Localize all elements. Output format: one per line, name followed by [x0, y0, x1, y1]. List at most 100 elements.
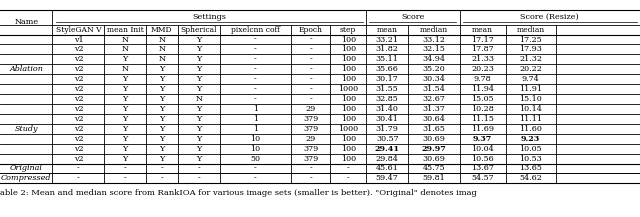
Text: StyleGAN V: StyleGAN V — [56, 26, 101, 34]
Text: v2: v2 — [74, 85, 83, 93]
Text: v2: v2 — [74, 45, 83, 53]
Text: 54.62: 54.62 — [519, 174, 542, 182]
Text: Y: Y — [196, 36, 202, 44]
Text: 21.32: 21.32 — [519, 55, 542, 63]
Text: 1000: 1000 — [338, 85, 358, 93]
Text: v2: v2 — [74, 115, 83, 123]
Text: 100: 100 — [340, 55, 356, 63]
Text: Y: Y — [196, 45, 202, 53]
Text: v2: v2 — [74, 75, 83, 83]
Text: 54.57: 54.57 — [471, 174, 494, 182]
Text: Y: Y — [122, 115, 128, 123]
Text: 32.85: 32.85 — [376, 95, 399, 103]
Text: Score: Score — [401, 13, 424, 21]
Text: median: median — [420, 26, 448, 34]
Text: 9.74: 9.74 — [522, 75, 540, 83]
Text: 100: 100 — [340, 155, 356, 163]
Text: 30.41: 30.41 — [376, 115, 399, 123]
Text: Epoch: Epoch — [299, 26, 323, 34]
Text: 10.05: 10.05 — [519, 145, 542, 153]
Text: -: - — [309, 75, 312, 83]
Text: Ablation: Ablation — [10, 65, 43, 73]
Text: Y: Y — [122, 85, 128, 93]
Text: -: - — [254, 85, 257, 93]
Text: -: - — [309, 95, 312, 103]
Text: -: - — [309, 65, 312, 73]
Text: 31.54: 31.54 — [422, 85, 445, 93]
Text: 11.94: 11.94 — [471, 85, 494, 93]
Text: Y: Y — [196, 135, 202, 143]
Text: Y: Y — [196, 75, 202, 83]
Text: MMD: MMD — [151, 26, 173, 34]
Text: Y: Y — [122, 155, 128, 163]
Text: 11.91: 11.91 — [519, 85, 542, 93]
Text: 29.97: 29.97 — [422, 145, 446, 153]
Text: 9.23: 9.23 — [521, 135, 540, 143]
Text: Y: Y — [122, 55, 128, 63]
Text: Compressed: Compressed — [1, 174, 51, 182]
Text: 30.57: 30.57 — [376, 135, 399, 143]
Text: 15.10: 15.10 — [519, 95, 542, 103]
Text: 10.53: 10.53 — [519, 155, 542, 163]
Text: -: - — [161, 164, 163, 173]
Text: 10.14: 10.14 — [519, 105, 542, 113]
Text: median: median — [516, 26, 545, 34]
Text: 10: 10 — [250, 135, 260, 143]
Text: -: - — [254, 95, 257, 103]
Text: Y: Y — [159, 95, 164, 103]
Text: -: - — [254, 164, 257, 173]
Text: 11.69: 11.69 — [471, 125, 494, 133]
Text: Y: Y — [196, 145, 202, 153]
Text: v2: v2 — [74, 135, 83, 143]
Text: 10.56: 10.56 — [471, 155, 494, 163]
Text: Original: Original — [10, 164, 43, 173]
Text: 13.65: 13.65 — [519, 164, 542, 173]
Text: 379: 379 — [303, 155, 318, 163]
Text: Y: Y — [196, 65, 202, 73]
Text: Y: Y — [159, 65, 164, 73]
Text: 35.66: 35.66 — [376, 65, 399, 73]
Text: 32.67: 32.67 — [422, 95, 445, 103]
Text: 1: 1 — [253, 105, 258, 113]
Text: 15.05: 15.05 — [471, 95, 494, 103]
Text: 21.33: 21.33 — [471, 55, 494, 63]
Text: able 2: Mean and median score from RankIOA for various image sets (smaller is be: able 2: Mean and median score from RankI… — [0, 189, 477, 197]
Text: 31.82: 31.82 — [376, 45, 399, 53]
Text: N: N — [122, 36, 129, 44]
Text: 17.87: 17.87 — [471, 45, 494, 53]
Text: Y: Y — [159, 155, 164, 163]
Text: Y: Y — [196, 115, 202, 123]
Text: v2: v2 — [74, 125, 83, 133]
Text: -: - — [77, 174, 80, 182]
Text: 31.79: 31.79 — [376, 125, 399, 133]
Text: -: - — [254, 45, 257, 53]
Text: step: step — [340, 26, 356, 34]
Text: 17.17: 17.17 — [471, 36, 494, 44]
Text: N: N — [159, 55, 165, 63]
Text: 9.78: 9.78 — [474, 75, 492, 83]
Text: v2: v2 — [74, 155, 83, 163]
Text: Y: Y — [196, 105, 202, 113]
Text: -: - — [309, 55, 312, 63]
Text: -: - — [124, 174, 127, 182]
Text: Y: Y — [196, 55, 202, 63]
Text: 379: 379 — [303, 145, 318, 153]
Text: Y: Y — [122, 135, 128, 143]
Text: 31.37: 31.37 — [422, 105, 445, 113]
Text: 29: 29 — [305, 105, 316, 113]
Text: 34.94: 34.94 — [422, 55, 445, 63]
Text: 30.69: 30.69 — [422, 135, 445, 143]
Text: -: - — [347, 174, 349, 182]
Text: 33.21: 33.21 — [376, 36, 399, 44]
Text: 30.17: 30.17 — [376, 75, 399, 83]
Text: Score (Resize): Score (Resize) — [520, 13, 579, 21]
Text: 59.47: 59.47 — [376, 174, 399, 182]
Text: -: - — [77, 164, 80, 173]
Text: 379: 379 — [303, 125, 318, 133]
Text: Y: Y — [122, 95, 128, 103]
Text: -: - — [309, 174, 312, 182]
Text: 45.61: 45.61 — [376, 164, 399, 173]
Text: 100: 100 — [340, 105, 356, 113]
Text: 29.84: 29.84 — [376, 155, 399, 163]
Text: v1: v1 — [74, 36, 83, 44]
